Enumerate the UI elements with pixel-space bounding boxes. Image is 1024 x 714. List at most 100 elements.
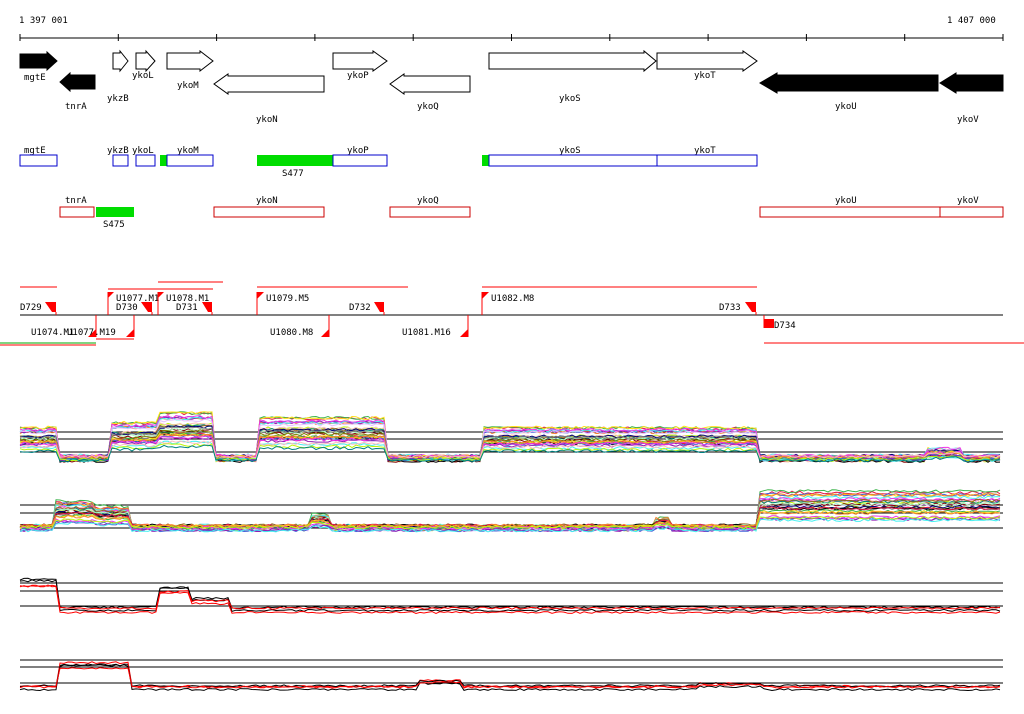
- reverse-box-track: tnrA S475 ykoN ykoQ ykoU ykoV: [59, 196, 1004, 230]
- marker-label-u1080-m8: U1080.M8: [270, 328, 313, 338]
- fwd-rna-segment-small: [160, 155, 167, 166]
- marker-label-u1074-m1: U1074.M1: [31, 328, 74, 338]
- marker-u1078-m1[interactable]: [158, 292, 164, 298]
- marker-label-u1078-m1: U1078.M1: [166, 294, 209, 304]
- fwd-box-mgte[interactable]: [19, 154, 58, 167]
- fwd-box-label-ykot: ykoT: [694, 146, 716, 156]
- marker-u1080-m8[interactable]: [321, 329, 329, 337]
- marker-label-u1077-m19: U1077.M19: [67, 328, 116, 338]
- expression-line: [19, 577, 1001, 613]
- gene-arrow-mgte[interactable]: [19, 50, 58, 72]
- expression-line: [19, 435, 1001, 459]
- marker-label-u1079-m5: U1079.M5: [266, 294, 309, 304]
- gene-label-ykot: ykoT: [694, 71, 716, 81]
- gene-label-ykou: ykoU: [835, 102, 857, 112]
- expression-line: [19, 515, 1001, 530]
- rev-box-ykou[interactable]: [759, 206, 941, 218]
- expression-line: [19, 584, 1001, 615]
- expression-panel-reverse: [19, 489, 1003, 533]
- coordinate-ruler: 1 397 001 1 407 000: [19, 16, 1004, 41]
- forward-box-track: mgtE ykzB ykoL ykoM S477 ykoP ykoS ykoT: [19, 146, 758, 179]
- expression-line: [19, 661, 1001, 688]
- gene-arrow-ykou[interactable]: [759, 72, 939, 94]
- marker-u1077-m1[interactable]: [108, 292, 114, 298]
- fwd-box-ykos[interactable]: [488, 154, 658, 167]
- summary-panel-forward: [19, 577, 1003, 615]
- marker-label-d732: D732: [349, 303, 371, 313]
- marker-label-d734: D734: [774, 321, 796, 331]
- marker-label-u1077-m1: U1077.M1: [116, 294, 159, 304]
- fwd-box-ykzb[interactable]: [112, 154, 129, 167]
- fwd-box-label-ykol: ykoL: [132, 146, 154, 156]
- rna-label-s475: S475: [103, 220, 125, 230]
- marker-d732[interactable]: [374, 302, 384, 312]
- rev-box-ykon[interactable]: [213, 206, 325, 218]
- marker-label-d729: D729: [20, 303, 42, 313]
- expression-line: [19, 426, 1001, 459]
- expression-line: [19, 663, 1001, 692]
- gene-label-ykov: ykoV: [957, 115, 979, 125]
- rna-segment-s475[interactable]: [96, 207, 134, 217]
- gene-label-ykom: ykoM: [177, 81, 199, 91]
- rev-box-tnra[interactable]: [59, 206, 95, 218]
- gene-arrow-track: mgtE tnrA ykzB ykoL ykoM ykoN ykoP ykoQ …: [19, 49, 1004, 125]
- fwd-box-ykop[interactable]: [332, 154, 388, 167]
- rev-box-label-tnra: tnrA: [65, 196, 87, 206]
- fwd-box-label-mgte: mgtE: [24, 146, 46, 156]
- rev-box-ykoq[interactable]: [389, 206, 471, 218]
- marker-u1081-m16[interactable]: [460, 329, 468, 337]
- marker-u1082-m8[interactable]: [482, 292, 489, 299]
- fwd-box-label-ykzb: ykzB: [107, 146, 129, 156]
- gene-arrow-ykos[interactable]: [488, 49, 657, 73]
- gene-label-ykos: ykoS: [559, 94, 581, 104]
- gene-arrow-tnra[interactable]: [59, 71, 96, 93]
- gene-label-ykzb: ykzB: [107, 94, 129, 104]
- fwd-box-ykot[interactable]: [656, 154, 758, 167]
- marker-label-d730: D730: [116, 303, 138, 313]
- marker-label-u1081-m16: U1081.M16: [402, 328, 451, 338]
- marker-u1079-m5[interactable]: [257, 292, 264, 299]
- expression-line: [19, 515, 1001, 530]
- gene-arrow-ykoq[interactable]: [389, 73, 471, 95]
- gene-label-tnra: tnrA: [65, 102, 87, 112]
- gene-arrow-ykzb[interactable]: [112, 49, 129, 73]
- gene-label-ykop: ykoP: [347, 71, 369, 81]
- fwd-box-label-ykom: ykoM: [177, 146, 199, 156]
- fwd-rna-segment-ykos: [482, 155, 489, 166]
- gene-arrow-ykop[interactable]: [332, 50, 388, 72]
- marker-u1077-m19[interactable]: [126, 329, 134, 337]
- gene-label-ykon: ykoN: [256, 115, 278, 125]
- marker-label-d731: D731: [176, 303, 198, 313]
- gene-arrow-ykot[interactable]: [656, 50, 758, 72]
- expression-line: [19, 429, 1001, 461]
- marker-track: D729 U1077.M1 U1078.M1 D730 D731 U1079.M…: [0, 281, 1024, 346]
- marker-d729[interactable]: [45, 302, 56, 312]
- fwd-box-ykom[interactable]: [166, 154, 214, 167]
- expression-line: [19, 440, 1001, 459]
- gene-arrow-ykov[interactable]: [939, 72, 1004, 94]
- marker-u1074-m1[interactable]: [88, 329, 96, 337]
- gene-arrow-ykom[interactable]: [166, 49, 214, 73]
- marker-d730[interactable]: [141, 302, 152, 312]
- summary-panel-reverse: [19, 659, 1003, 692]
- expression-line: [19, 510, 1001, 528]
- gene-label-mgte: mgtE: [24, 73, 46, 83]
- fwd-box-ykol[interactable]: [135, 154, 156, 167]
- gene-arrow-ykol[interactable]: [135, 49, 156, 73]
- marker-d734[interactable]: [764, 319, 774, 328]
- rev-box-label-ykou: ykoU: [835, 196, 857, 206]
- ruler-ticks: [19, 34, 1004, 41]
- gene-label-ykoq: ykoQ: [417, 102, 439, 112]
- marker-label-d733: D733: [719, 303, 741, 313]
- fwd-box-label-ykos: ykoS: [559, 146, 581, 156]
- gene-arrow-ykon[interactable]: [213, 73, 325, 95]
- marker-d733[interactable]: [745, 302, 756, 312]
- rev-box-ykov[interactable]: [939, 206, 1004, 218]
- expression-panel-forward: [19, 411, 1003, 464]
- rna-segment-s477[interactable]: [257, 155, 333, 166]
- marker-label-u1082-m8: U1082.M8: [491, 294, 534, 304]
- rev-box-label-ykov: ykoV: [957, 196, 979, 206]
- rev-box-label-ykoq: ykoQ: [417, 196, 439, 206]
- marker-d731[interactable]: [202, 302, 212, 312]
